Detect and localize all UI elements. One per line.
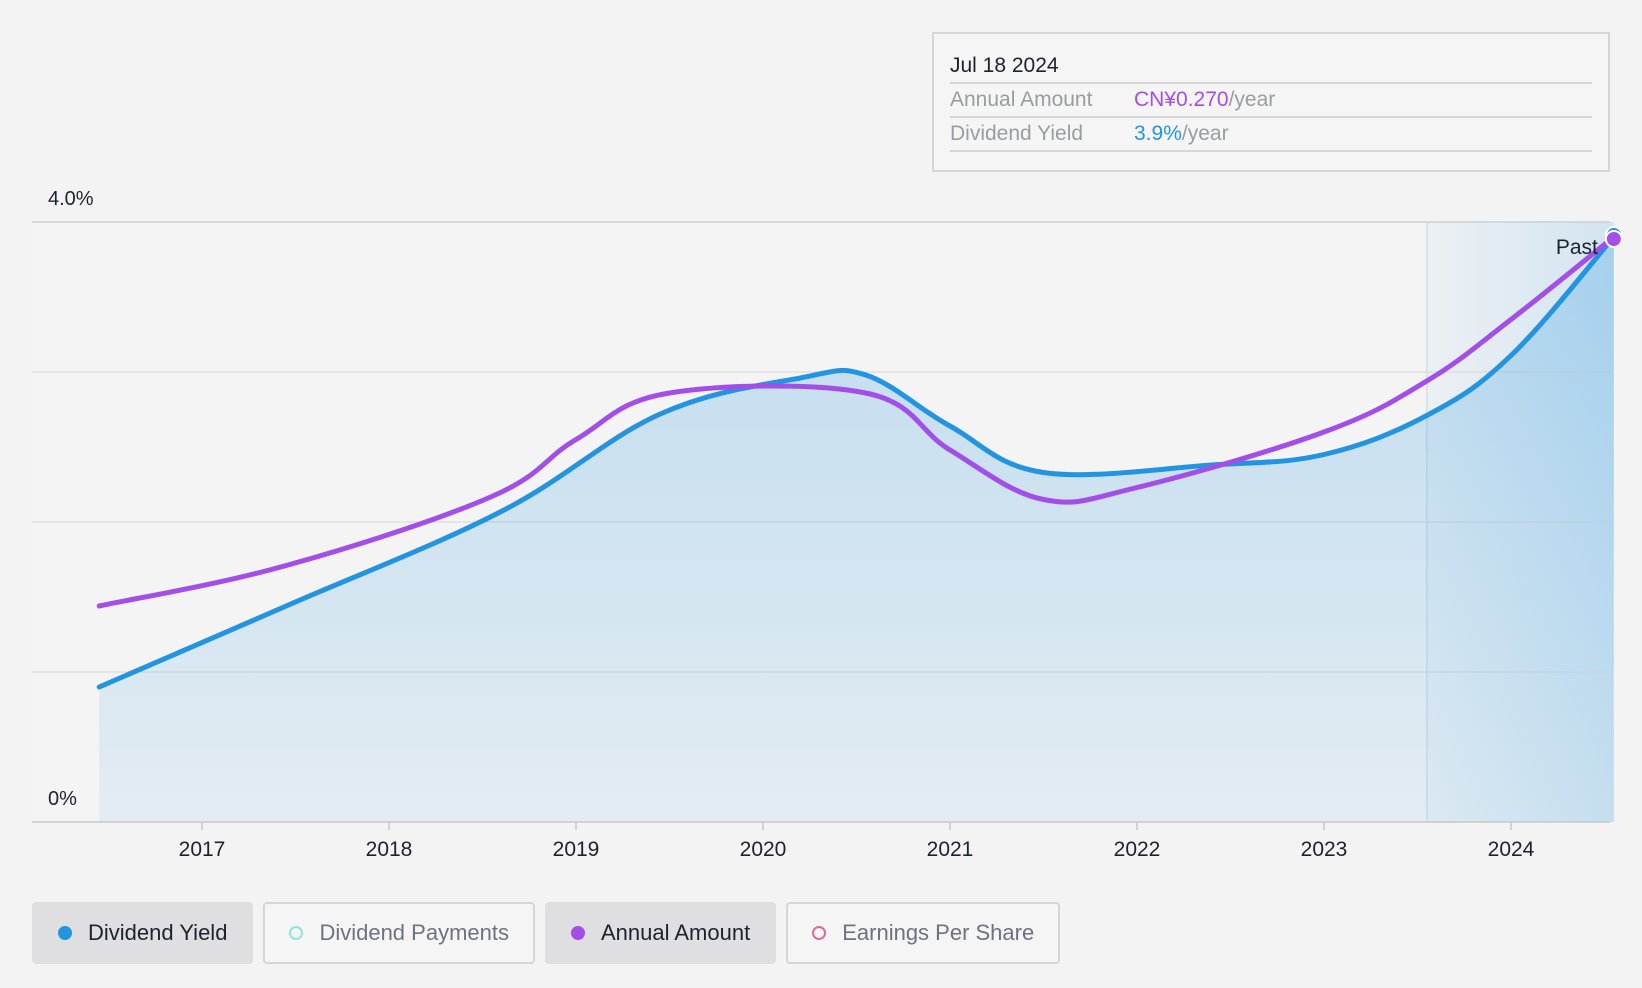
annual-amount-line — [96, 234, 1617, 609]
legend-label: Annual Amount — [600, 920, 751, 945]
x-tick-label: 2024 — [1488, 838, 1535, 861]
tooltip-value: CN¥0.270 — [1134, 88, 1229, 111]
tooltip-row-dividend-yield: Dividend Yield 3.9% /year — [950, 116, 1592, 150]
annual-amount-end-marker — [1604, 230, 1623, 248]
y-axis-max-label: 4.0% — [48, 188, 94, 210]
tooltip-label: Dividend Yield — [950, 122, 1084, 145]
tooltip-value: 3.9% — [1134, 122, 1182, 145]
legend-annual-amount-button[interactable]: Annual Amount — [544, 902, 777, 964]
past-label: Past — [1556, 236, 1598, 259]
legend-label: Dividend Payments — [319, 920, 509, 945]
legend-dividend-yield-button[interactable]: Dividend Yield — [32, 902, 254, 964]
dividend-payments-ring-icon — [289, 926, 304, 940]
dividend-yield-line — [96, 234, 1617, 690]
tooltip-divider — [950, 150, 1592, 152]
tooltip-unit: /year — [1228, 88, 1276, 111]
tooltip-panel: Jul 18 2024 Annual Amount CN¥0.270 /year… — [932, 32, 1610, 172]
x-tick-label: 2019 — [553, 838, 600, 861]
dividend-yield-area — [99, 237, 1614, 822]
legend-label: Dividend Yield — [88, 920, 228, 945]
earnings-per-share-ring-icon — [812, 926, 827, 940]
x-tick-label: 2018 — [366, 838, 413, 861]
tooltip-label: Annual Amount — [950, 88, 1093, 111]
dividend-yield-dot-icon — [58, 926, 72, 940]
x-tick-label: 2023 — [1301, 838, 1348, 861]
legend-earnings-per-share-button[interactable]: Earnings Per Share — [786, 902, 1061, 964]
tooltip-row-annual-amount: Annual Amount CN¥0.270 /year — [950, 82, 1592, 116]
x-tick-label: 2017 — [179, 838, 226, 861]
y-axis-min-label: 0% — [48, 788, 77, 810]
legend-label: Earnings Per Share — [842, 920, 1035, 945]
annual-amount-dot-icon — [570, 926, 585, 940]
tooltip-date: Jul 18 2024 — [950, 54, 1059, 77]
legend: Dividend Yield Dividend Payments Annual … — [32, 902, 1061, 964]
tooltip-unit: /year — [1181, 122, 1229, 145]
x-tick-label: 2021 — [927, 838, 974, 861]
legend-dividend-payments-button[interactable]: Dividend Payments — [263, 902, 535, 964]
x-tick-label: 2020 — [740, 838, 787, 861]
x-tick-label: 2022 — [1114, 838, 1161, 861]
